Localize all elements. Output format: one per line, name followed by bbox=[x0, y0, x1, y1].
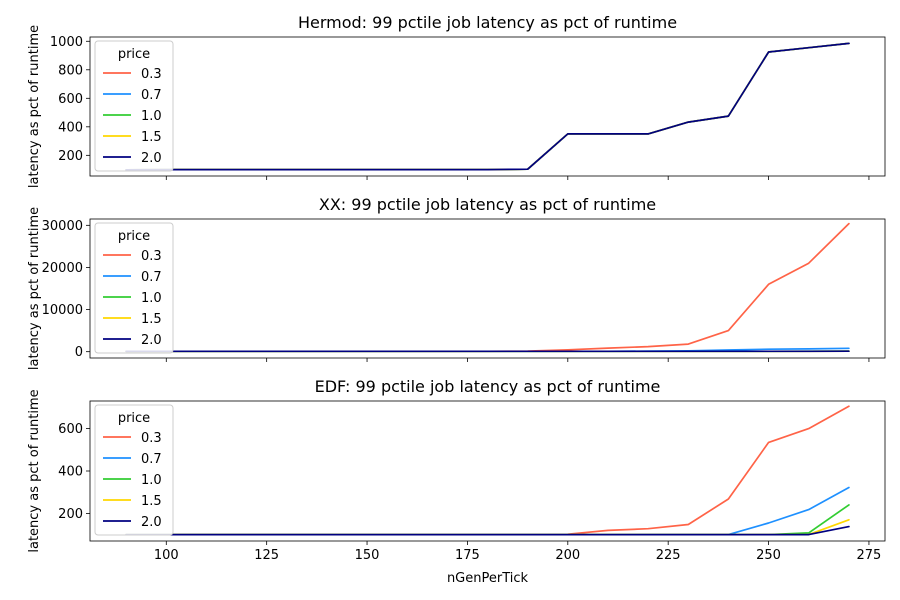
x-tick-label: 275 bbox=[857, 548, 882, 563]
series-line-2-0 bbox=[125, 42, 850, 171]
x-tick-label: 100 bbox=[154, 548, 179, 563]
chart-panel-1: Hermod: 99 pctile job latency as pct of … bbox=[27, 13, 886, 188]
y-tick-label: 200 bbox=[58, 507, 83, 522]
legend-entry: 0.7 bbox=[141, 88, 162, 103]
series-line-1-5 bbox=[125, 42, 850, 171]
legend: price 0.3 0.7 1.0 1.5 2.0 bbox=[94, 40, 174, 172]
series-line-0-3 bbox=[125, 222, 850, 353]
y-axis-label: latency as pct of runtime bbox=[27, 389, 42, 552]
legend-entry: 1.0 bbox=[141, 291, 162, 306]
series-line-0-7 bbox=[125, 42, 850, 171]
y-tick-label: 400 bbox=[58, 120, 83, 135]
y-tick-label: 1000 bbox=[50, 35, 83, 50]
plot-frame bbox=[89, 218, 886, 359]
series-line-1-0 bbox=[125, 504, 850, 536]
legend-entry: 2.0 bbox=[141, 515, 162, 530]
chart-title: Hermod: 99 pctile job latency as pct of … bbox=[298, 13, 677, 32]
x-axis-label: nGenPerTick bbox=[447, 571, 529, 586]
plot-frame bbox=[89, 400, 886, 542]
y-tick-label: 600 bbox=[58, 422, 83, 437]
y-tick-label: 600 bbox=[58, 92, 83, 107]
series-line-0-3 bbox=[125, 405, 850, 536]
legend-entry: 0.3 bbox=[141, 249, 162, 264]
series-line-0-7 bbox=[125, 486, 850, 536]
x-tick-label: 225 bbox=[656, 548, 681, 563]
chart-panel-2: XX: 99 pctile job latency as pct of runt… bbox=[27, 195, 886, 370]
legend-entry: 2.0 bbox=[141, 151, 162, 166]
chart-title: XX: 99 pctile job latency as pct of runt… bbox=[319, 195, 656, 214]
legend-entry: 1.5 bbox=[141, 312, 162, 327]
y-tick-label: 0 bbox=[75, 345, 83, 360]
chart-title: EDF: 99 pctile job latency as pct of run… bbox=[315, 377, 661, 396]
plot-frame bbox=[89, 36, 886, 177]
legend: price 0.3 0.7 1.0 1.5 2.0 bbox=[94, 222, 174, 354]
series-line-1-0 bbox=[125, 42, 850, 171]
x-tick-label: 125 bbox=[254, 548, 279, 563]
legend-entry: 1.0 bbox=[141, 109, 162, 124]
legend-entry: 1.5 bbox=[141, 130, 162, 145]
legend-entry: 1.0 bbox=[141, 473, 162, 488]
y-tick-label: 20000 bbox=[42, 261, 83, 276]
y-axis-label: latency as pct of runtime bbox=[27, 25, 42, 188]
x-tick-label: 175 bbox=[455, 548, 480, 563]
y-tick-label: 800 bbox=[58, 63, 83, 78]
series-line-0-3 bbox=[125, 42, 850, 171]
legend-title: price bbox=[118, 47, 150, 62]
legend-entry: 0.3 bbox=[141, 67, 162, 82]
x-tick-label: 250 bbox=[756, 548, 781, 563]
legend-title: price bbox=[118, 411, 150, 426]
y-tick-label: 10000 bbox=[42, 303, 83, 318]
chart-panel-3: EDF: 99 pctile job latency as pct of run… bbox=[27, 377, 886, 586]
legend-entry: 0.7 bbox=[141, 452, 162, 467]
y-tick-label: 400 bbox=[58, 465, 83, 480]
legend-entry: 2.0 bbox=[141, 333, 162, 348]
legend-entry: 0.3 bbox=[141, 431, 162, 446]
series-line-1-5 bbox=[125, 518, 850, 536]
y-axis-label: latency as pct of runtime bbox=[27, 207, 42, 370]
legend-title: price bbox=[118, 229, 150, 244]
legend: price 0.3 0.7 1.0 1.5 2.0 bbox=[94, 404, 174, 536]
y-tick-label: 200 bbox=[58, 149, 83, 164]
legend-entry: 1.5 bbox=[141, 494, 162, 509]
y-tick-label: 30000 bbox=[42, 219, 83, 234]
x-tick-label: 200 bbox=[555, 548, 580, 563]
series-line-2-0 bbox=[125, 525, 850, 536]
legend-entry: 0.7 bbox=[141, 270, 162, 285]
x-tick-label: 150 bbox=[355, 548, 380, 563]
